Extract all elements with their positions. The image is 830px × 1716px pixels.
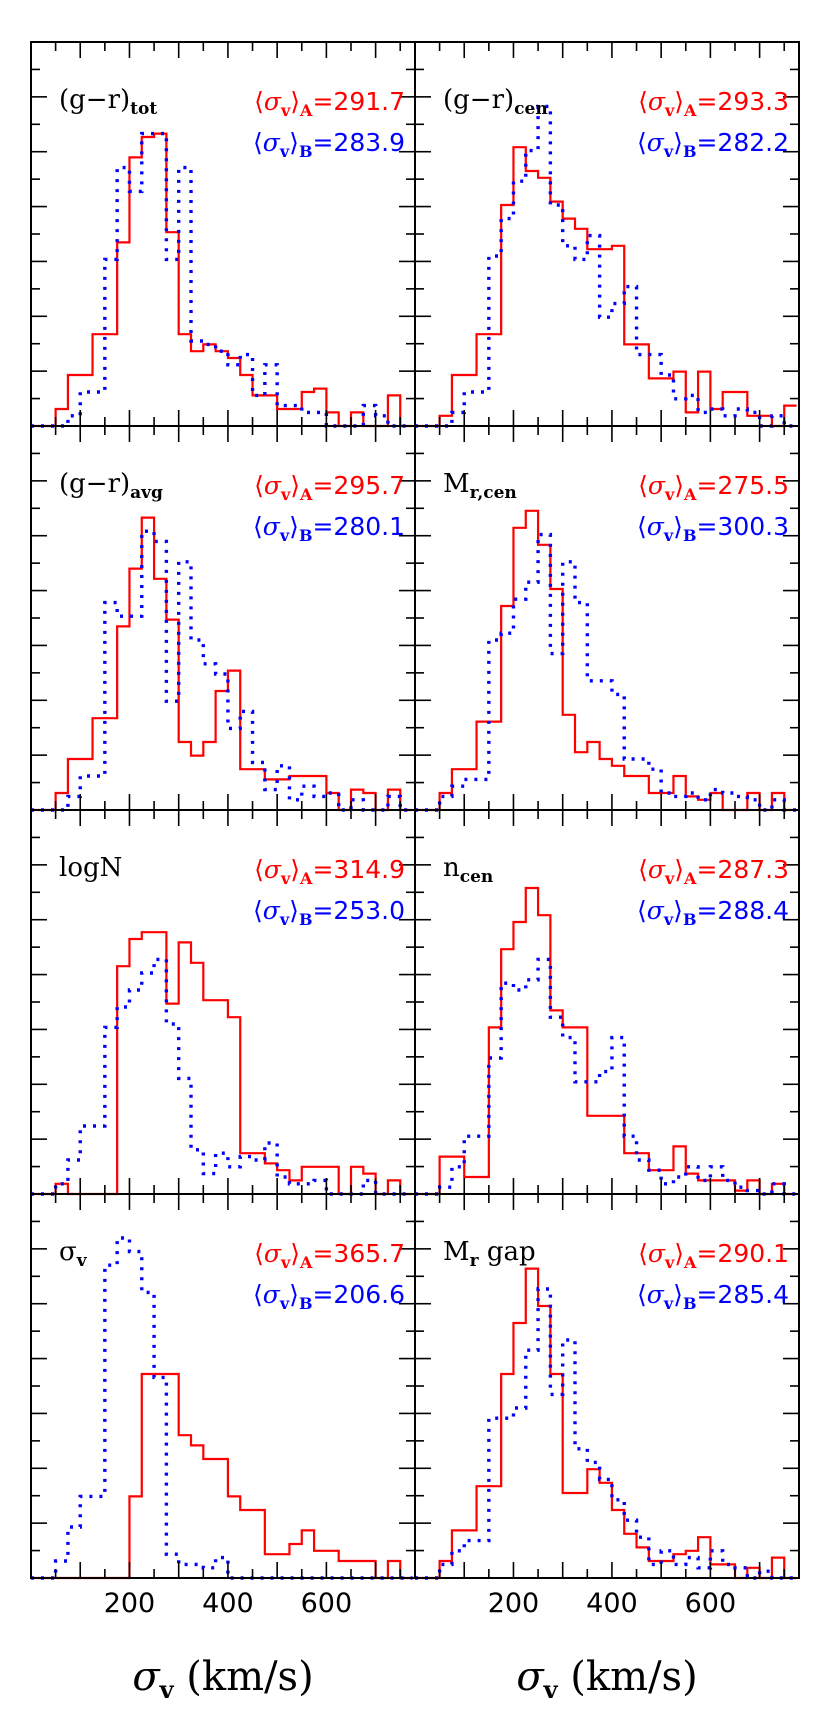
histogram-series-a (415, 886, 797, 1196)
x-tick-label: 600 (685, 1588, 737, 1619)
mean-b-label: ⟨σv⟩B=253.0 (253, 896, 405, 929)
panel-1: (g−r)tot ⟨σv⟩A=291.7 ⟨σv⟩B=283.9 (30, 41, 416, 428)
mean-a-label: ⟨σv⟩A=314.9 (254, 855, 405, 888)
mean-b-label: ⟨σv⟩B=282.2 (637, 128, 789, 161)
panel-7: σv ⟨σv⟩A=365.7 ⟨σv⟩B=206.6 (30, 1193, 416, 1580)
x-tick-label: 200 (104, 1588, 156, 1619)
panel-label: Mr gap (443, 1237, 536, 1271)
panel-label: ncen (443, 853, 493, 887)
panel-8: Mr gap ⟨σv⟩A=290.1 ⟨σv⟩B=285.4 (414, 1193, 800, 1580)
panel-5: logN ⟨σv⟩A=314.9 ⟨σv⟩B=253.0 (30, 809, 416, 1196)
histogram-series-b (415, 1287, 797, 1580)
mean-b-label: ⟨σv⟩B=283.9 (253, 128, 405, 161)
x-axis-label: σv (km/s) (516, 1654, 697, 1704)
histogram-series-a (31, 1372, 413, 1580)
panel-label: Mr,cen (443, 469, 517, 503)
x-axis-label: σv (km/s) (132, 1654, 313, 1704)
histogram-series-b (31, 529, 413, 812)
histogram-series-a (415, 509, 797, 812)
mean-b-label: ⟨σv⟩B=280.1 (253, 512, 405, 545)
mean-a-label: ⟨σv⟩A=287.3 (638, 855, 789, 888)
histogram-series-a (415, 1267, 797, 1580)
histogram-series-a (415, 146, 797, 428)
panel-4: Mr,cen ⟨σv⟩A=275.5 ⟨σv⟩B=300.3 (414, 425, 800, 812)
panel-2: (g−r)cen ⟨σv⟩A=293.3 ⟨σv⟩B=282.2 (414, 41, 800, 428)
x-tick-label: 200 (488, 1588, 540, 1619)
panel-label: (g−r)tot (59, 85, 157, 119)
mean-a-label: ⟨σv⟩A=290.1 (638, 1239, 789, 1272)
panel-3: (g−r)avg ⟨σv⟩A=295.7 ⟨σv⟩B=280.1 (30, 425, 416, 812)
mean-b-label: ⟨σv⟩B=285.4 (637, 1280, 789, 1313)
histogram-series-b (31, 957, 413, 1196)
panel-label: (g−r)cen (443, 85, 548, 119)
mean-a-label: ⟨σv⟩A=291.7 (254, 87, 405, 120)
histogram-series-a (31, 931, 413, 1196)
panel-6: ncen ⟨σv⟩A=287.3 ⟨σv⟩B=288.4 (414, 809, 800, 1196)
histogram-series-a (31, 132, 413, 428)
histogram-series-b (415, 957, 797, 1196)
mean-a-label: ⟨σv⟩A=295.7 (254, 471, 405, 504)
mean-b-label: ⟨σv⟩B=288.4 (637, 896, 789, 929)
panel-label: (g−r)avg (59, 469, 163, 503)
panel-frame (414, 1193, 800, 1579)
histogram-series-a (31, 516, 413, 812)
mean-a-label: ⟨σv⟩A=275.5 (638, 471, 789, 504)
histogram-series-b (31, 1236, 413, 1580)
mean-a-label: ⟨σv⟩A=293.3 (638, 87, 789, 120)
mean-b-label: ⟨σv⟩B=206.6 (253, 1280, 405, 1313)
mean-a-label: ⟨σv⟩A=365.7 (254, 1239, 405, 1272)
x-tick-label: 400 (202, 1588, 254, 1619)
panel-label: σv (59, 1237, 88, 1271)
histogram-series-b (31, 131, 413, 428)
panel-label: logN (59, 853, 122, 883)
x-tick-label: 600 (301, 1588, 353, 1619)
x-tick-label: 400 (586, 1588, 638, 1619)
mean-b-label: ⟨σv⟩B=300.3 (637, 512, 789, 545)
